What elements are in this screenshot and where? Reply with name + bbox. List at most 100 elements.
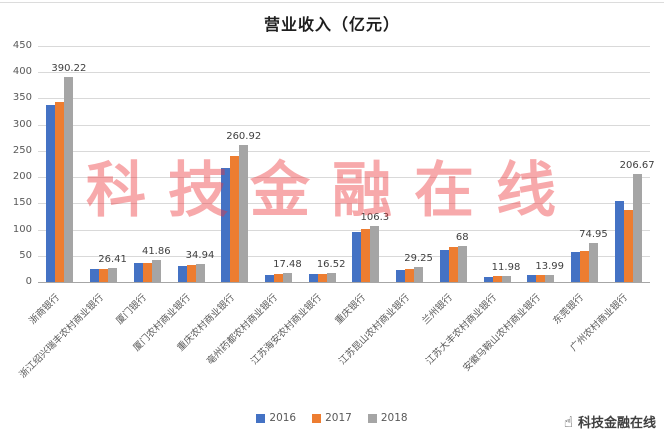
x-tick-label: 浙商银行 — [27, 292, 62, 327]
x-tick-label: 广州农村商业银行 — [568, 292, 631, 354]
bar-2016 — [570, 252, 580, 282]
legend-item-2017: 2017 — [312, 412, 352, 424]
data-label: 26.41 — [98, 254, 127, 266]
data-label: 13.99 — [535, 260, 565, 272]
bar-2016 — [352, 231, 362, 282]
bar-2016 — [90, 268, 100, 282]
bar-2016 — [46, 105, 56, 282]
y-tick-label: 250 — [12, 144, 32, 156]
bar-2016 — [614, 200, 624, 282]
bar-2017 — [536, 275, 546, 282]
data-label: 29.25 — [404, 252, 433, 264]
bar-2017 — [361, 229, 371, 282]
x-tick-label: 东莞银行 — [551, 292, 587, 327]
y-tick-label: 100 — [12, 223, 32, 235]
gridline — [38, 124, 650, 126]
brand: ☝ 科技金融在线 — [563, 412, 656, 432]
bar-2018 — [64, 77, 74, 282]
data-label: 17.48 — [273, 258, 302, 270]
bar-2017 — [623, 210, 633, 282]
bar-2018 — [501, 275, 511, 282]
bar-2016 — [177, 266, 187, 282]
gridline — [38, 72, 650, 74]
bar-2016 — [483, 276, 493, 282]
x-tick-label: 厦门农村商业银行 — [131, 292, 193, 354]
data-label: 34.94 — [185, 249, 215, 261]
legend-swatch — [256, 413, 266, 423]
x-tick-label: 浙江绍兴瑞丰农村商业银行 — [17, 292, 106, 381]
x-tick-label: 重庆银行 — [333, 292, 368, 327]
legend-item-2018: 2018 — [367, 412, 408, 424]
x-tick-label: 江苏昆山农村商业银行 — [336, 292, 412, 368]
data-label: 11.98 — [491, 261, 521, 273]
x-tick-label: 安徽马鞍山农村商业银行 — [460, 292, 543, 374]
y-tick-label: 0 — [25, 276, 32, 287]
bar-2018 — [108, 268, 118, 282]
gridline — [38, 203, 650, 205]
data-label: 16.52 — [316, 259, 346, 271]
data-label: 68 — [455, 232, 469, 244]
legend-label: 2018 — [380, 412, 408, 424]
x-tick-label: 江苏大丰农村商业银行 — [423, 292, 499, 368]
bar-2018 — [195, 263, 205, 282]
bar-2016 — [264, 275, 274, 282]
bar-2017 — [55, 101, 65, 282]
y-tick-label: 300 — [12, 118, 32, 130]
gridline — [38, 150, 650, 152]
x-tick-label: 亳州药都农村商业银行 — [205, 292, 281, 368]
bar-2018 — [588, 242, 598, 282]
bar-2017 — [492, 276, 502, 282]
chart-title: 营业收入（亿元） — [263, 15, 400, 34]
bar-2017 — [230, 155, 240, 282]
bar-2016 — [439, 250, 449, 282]
data-label: 206.67 — [619, 159, 655, 171]
data-label: 390.22 — [51, 63, 87, 75]
gridline — [38, 229, 650, 231]
legend-item-2016: 2016 — [256, 412, 296, 424]
data-label: 260.92 — [226, 131, 262, 143]
bar-2017 — [579, 250, 589, 282]
bar-2017 — [99, 268, 109, 282]
data-label: 74.95 — [579, 228, 608, 240]
y-tick-label: 400 — [12, 66, 32, 78]
data-label: 106.3 — [360, 212, 390, 224]
bar-2018 — [282, 272, 292, 282]
brand-name: 科技金融在线 — [577, 416, 656, 431]
bar-2016 — [308, 274, 318, 282]
bar-2017 — [273, 274, 283, 282]
legend: 2016 2017 2018 — [0, 412, 664, 424]
x-tick-label: 重庆农村商业银行 — [175, 292, 237, 354]
legend-label: 2016 — [269, 412, 297, 424]
bar-2017 — [405, 269, 415, 282]
x-tick-label: 厦门银行 — [114, 292, 150, 327]
legend-swatch — [312, 413, 322, 423]
legend-label: 2017 — [325, 412, 352, 424]
x-tick-label: 江苏海安农村商业银行 — [249, 292, 325, 368]
plot-area: 390.22 26.41 41.86 34.94 260.92 17.48 16.52 106… — [38, 46, 655, 283]
y-tick-label: 150 — [12, 197, 32, 209]
y-tick-label: 350 — [12, 92, 32, 104]
bar-2018 — [239, 145, 249, 282]
bar-2017 — [142, 263, 152, 282]
bar-2017 — [186, 265, 196, 282]
gridline — [38, 98, 650, 100]
y-tick-label: 50 — [19, 249, 32, 261]
data-label: 41.86 — [141, 246, 171, 258]
bar-2018 — [151, 260, 161, 282]
x-tick-label: 兰州银行 — [420, 292, 456, 327]
bar-2018 — [326, 273, 336, 282]
gridline — [38, 177, 650, 179]
bar-2016 — [221, 167, 231, 282]
bar-2016 — [527, 275, 537, 282]
bar-2018 — [545, 274, 555, 282]
gridline — [38, 255, 650, 257]
bar-2017 — [448, 247, 458, 282]
bar-2017 — [317, 273, 327, 282]
y-tick-label: 450 — [12, 40, 32, 51]
hand-pointing-icon: ☝ — [563, 412, 573, 431]
bar-2018 — [370, 226, 380, 282]
y-tick-label: 200 — [12, 171, 32, 183]
legend-swatch — [367, 413, 377, 423]
top-divider — [0, 2, 664, 3]
